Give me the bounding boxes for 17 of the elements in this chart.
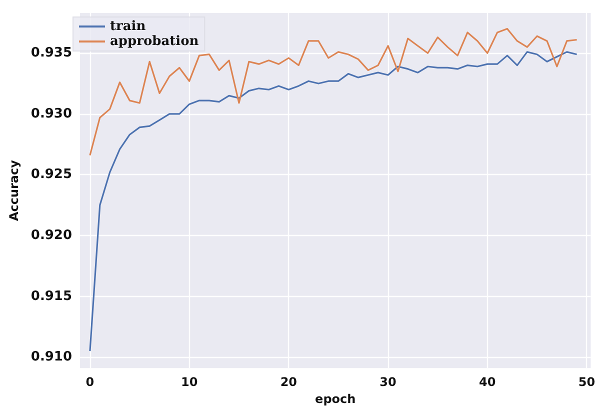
y-tick-label: 0.920 bbox=[30, 228, 72, 244]
x-tick-label: 50 bbox=[578, 375, 596, 390]
x-axis-title: epoch bbox=[315, 392, 356, 406]
y-axis-title: Accuracy bbox=[7, 160, 21, 222]
y-tick-label: 0.930 bbox=[30, 106, 72, 122]
legend-label: train bbox=[110, 19, 146, 34]
legend-label: approbation bbox=[110, 34, 200, 49]
x-tick-label: 30 bbox=[380, 375, 396, 390]
y-tick-label: 0.935 bbox=[30, 46, 72, 61]
y-tick-label: 0.915 bbox=[30, 288, 72, 304]
y-tick-label: 0.925 bbox=[30, 167, 72, 182]
y-tick-label: 0.910 bbox=[30, 350, 72, 365]
x-tick-label: 40 bbox=[479, 375, 496, 390]
line-series bbox=[89, 51, 578, 352]
x-tick-label: 10 bbox=[180, 375, 198, 390]
x-tick-label: 0 bbox=[86, 375, 94, 390]
x-tick-label: 20 bbox=[280, 375, 298, 390]
